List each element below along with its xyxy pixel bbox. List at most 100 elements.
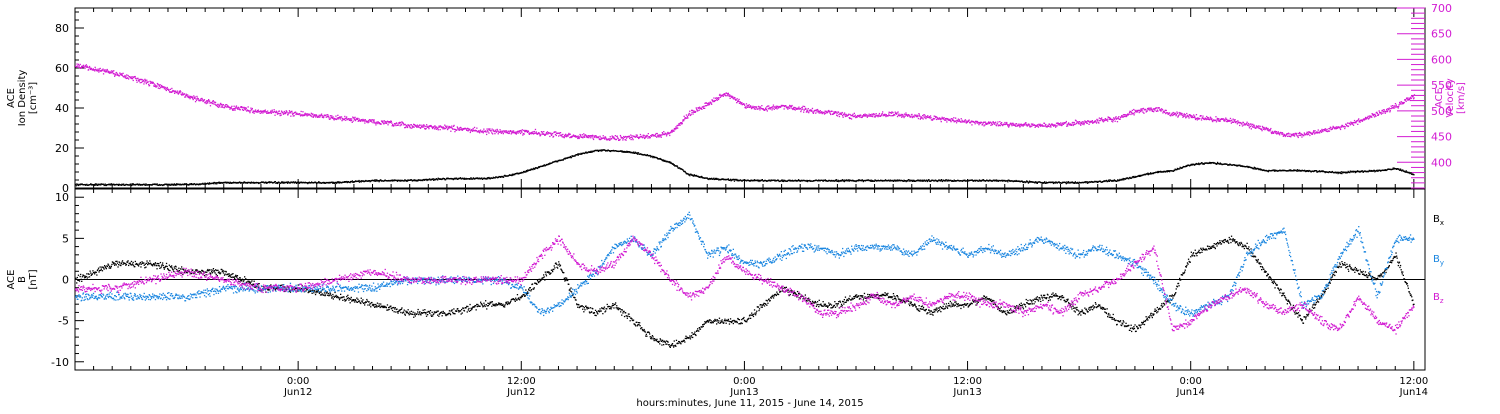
data-point (555, 131, 556, 132)
data-point (1140, 111, 1141, 112)
data-point (592, 136, 593, 137)
data-point (1157, 111, 1158, 112)
data-point (1032, 123, 1033, 124)
data-point (985, 122, 986, 123)
data-point (76, 63, 77, 64)
data-point (1112, 121, 1113, 122)
data-point (1018, 124, 1019, 125)
data-point (824, 112, 825, 113)
data-point (1086, 121, 1087, 122)
data-point (1100, 120, 1101, 121)
data-point (231, 106, 232, 107)
data-point (486, 134, 487, 135)
data-point (774, 109, 775, 110)
data-point (1066, 121, 1067, 122)
data-point (999, 121, 1000, 122)
data-point (1128, 114, 1129, 115)
data-point (910, 116, 911, 117)
data-point (483, 129, 484, 130)
data-point (319, 117, 320, 118)
data-point (1031, 125, 1032, 126)
data-point (420, 125, 421, 126)
data-point (841, 113, 842, 114)
data-point (582, 134, 583, 135)
data-point (295, 112, 296, 113)
data-point (549, 136, 550, 137)
data-point (1153, 111, 1154, 112)
data-point (593, 139, 594, 140)
data-point (813, 113, 814, 114)
data-point (925, 118, 926, 119)
data-point (493, 129, 494, 130)
data-point (696, 107, 697, 108)
data-point (579, 136, 580, 137)
data-point (393, 125, 394, 126)
data-point (611, 138, 612, 139)
data-point (803, 112, 804, 113)
data-point (281, 115, 282, 116)
data-point (907, 180, 908, 181)
data-point (539, 133, 540, 134)
data-point (553, 136, 554, 137)
data-point (474, 127, 475, 128)
data-point (1150, 107, 1151, 108)
data-point (683, 120, 684, 121)
data-point (805, 108, 806, 109)
data-point (1001, 122, 1002, 123)
data-point (953, 117, 954, 118)
data-point (917, 115, 918, 116)
data-point (829, 111, 830, 112)
data-point (1154, 109, 1155, 110)
data-point (687, 117, 688, 118)
data-point (1082, 121, 1083, 122)
data-point (807, 110, 808, 111)
data-point (142, 79, 143, 80)
data-point (838, 112, 839, 113)
data-point (613, 136, 614, 137)
data-point (791, 105, 792, 106)
data-point (513, 130, 514, 131)
data-point (275, 181, 276, 182)
data-point (510, 131, 511, 132)
data-point (488, 132, 489, 133)
data-point (728, 93, 729, 94)
data-point (532, 131, 533, 132)
data-point (808, 108, 809, 109)
data-point (340, 118, 341, 119)
data-point (946, 121, 947, 122)
data-point (486, 128, 487, 129)
data-point (706, 105, 707, 106)
data-point (1019, 125, 1020, 126)
data-point (274, 115, 275, 116)
data-point (773, 105, 774, 106)
data-point (790, 107, 791, 108)
data-point (522, 134, 523, 135)
data-point (290, 112, 291, 113)
data-point (677, 166, 678, 167)
data-point (961, 118, 962, 119)
data-point (196, 96, 197, 97)
data-point (1060, 122, 1061, 123)
data-point (233, 108, 234, 109)
data-point (558, 135, 559, 136)
data-point (229, 109, 230, 110)
data-point (629, 136, 630, 137)
data-point (720, 97, 721, 98)
data-point (765, 107, 766, 108)
data-point (927, 115, 928, 116)
data-point (632, 138, 633, 139)
data-point (364, 122, 365, 123)
data-point (1050, 126, 1051, 127)
data-point (348, 118, 349, 119)
data-point (266, 111, 267, 112)
y-axis-label: ACEIon Density[cm⁻³] (6, 70, 39, 127)
data-point (1201, 162, 1202, 163)
data-point (1098, 122, 1099, 123)
data-point (907, 116, 908, 117)
data-point (588, 137, 589, 138)
data-point (1141, 110, 1142, 111)
data-point (1124, 116, 1125, 117)
data-point (1123, 178, 1124, 179)
data-point (845, 116, 846, 117)
